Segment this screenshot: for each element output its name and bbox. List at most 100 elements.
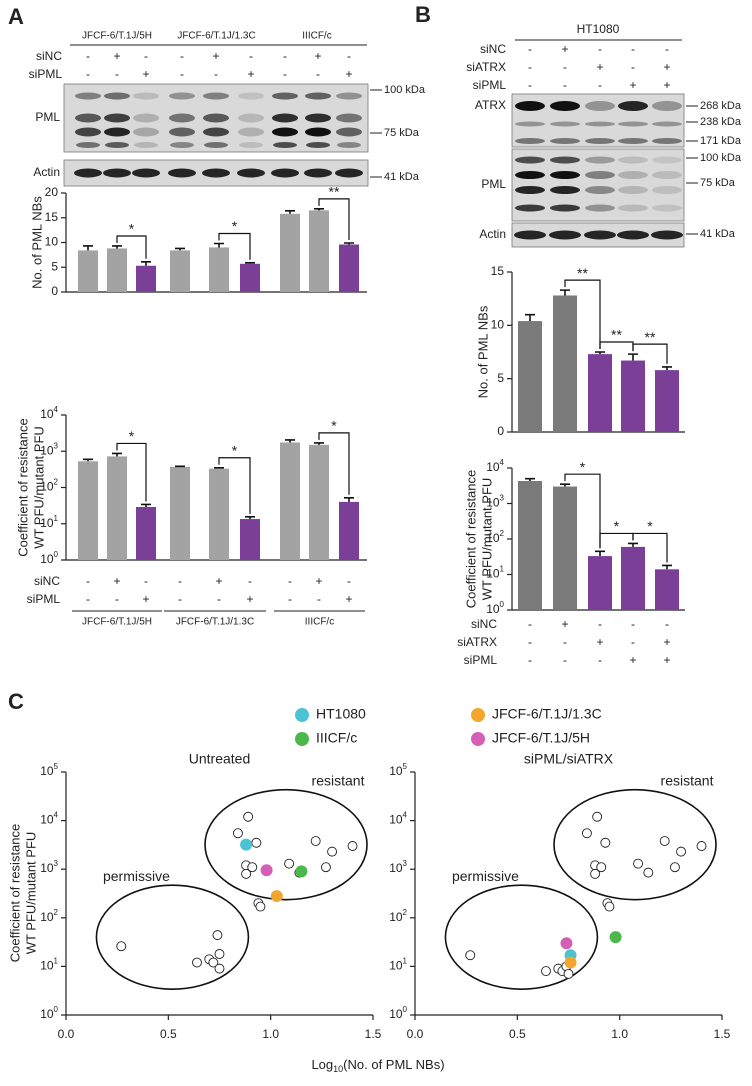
condition-sign: -: [248, 574, 252, 588]
tick-base: 10: [389, 910, 403, 924]
blot-band: [585, 171, 615, 179]
data-point: [633, 858, 644, 869]
tick-exponent: 2: [500, 529, 505, 538]
condition-sign: -: [180, 49, 184, 63]
error-bar: [314, 208, 324, 211]
blot-band: [271, 168, 299, 178]
data-point: [564, 956, 577, 969]
error-bar: [525, 313, 535, 322]
data-point: [310, 836, 321, 846]
condition-sign: -: [528, 653, 532, 667]
data-point: [270, 890, 283, 903]
blot-band: [75, 127, 101, 137]
condition-sign: -: [528, 635, 532, 649]
blot-band: [273, 142, 297, 148]
tick-base: 1.5: [714, 1027, 731, 1041]
tick-label: 103: [40, 859, 58, 875]
y-axis-label: WT PFU/mutant PFU: [23, 832, 38, 955]
blot-band: [515, 171, 545, 179]
condition-sign: -: [528, 60, 532, 74]
band-label: Actin: [479, 227, 506, 241]
blot-band: [335, 168, 363, 178]
tick-exponent: 3: [54, 859, 59, 868]
blot-band: [515, 156, 545, 164]
blot-band: [618, 204, 648, 212]
condition-sign: +: [663, 60, 670, 74]
bar: [518, 481, 542, 610]
tick-label: 102: [486, 529, 504, 545]
tick-label: 104: [40, 811, 58, 827]
condition-sign: -: [631, 42, 635, 56]
x-label-part: Log: [311, 1057, 333, 1072]
blot-band: [336, 113, 362, 123]
error-bar: [285, 210, 295, 214]
bar: [621, 360, 645, 432]
blot-band: [652, 121, 682, 127]
blot-band: [239, 142, 263, 148]
blot-band: [169, 92, 195, 100]
tick-label: 104: [389, 811, 407, 827]
tick-exponent: 1: [54, 957, 59, 966]
data-point: [659, 836, 670, 846]
blot-band: [104, 92, 130, 100]
blot-band: [272, 113, 298, 123]
tick-base: 10: [486, 460, 500, 474]
condition-sign: -: [563, 60, 567, 74]
condition-sign: +: [314, 49, 321, 63]
significance-label: *: [129, 428, 135, 444]
blot-band: [651, 230, 683, 240]
bar: [209, 247, 229, 292]
condition-sign: -: [347, 574, 351, 588]
blot-band: [133, 127, 159, 137]
tick-exponent: 4: [54, 405, 59, 414]
data-point: [212, 930, 223, 941]
error-bar: [112, 452, 122, 457]
error-bar: [628, 542, 638, 547]
marker-label: 75 kDa: [700, 177, 736, 189]
data-point: [590, 868, 601, 879]
condition-sign: +: [561, 42, 568, 56]
marker-label: 75 kDa: [384, 127, 420, 139]
blot-band: [585, 186, 615, 194]
bar: [240, 263, 260, 292]
data-point: [247, 862, 258, 873]
data-point: [560, 937, 573, 950]
tick-label: 5: [51, 259, 58, 273]
error-bar: [344, 496, 354, 502]
significance-bracket: [218, 457, 251, 514]
blot-band: [550, 138, 580, 144]
data-point: [284, 858, 295, 869]
significance-label: **: [329, 184, 340, 200]
significance-bracket: [116, 235, 147, 259]
condition-sign: +: [215, 574, 222, 588]
condition-sign: -: [178, 574, 182, 588]
blot-band: [170, 142, 194, 148]
condition-sign: +: [561, 617, 568, 631]
tick-label: 102: [40, 478, 58, 494]
error-bar: [285, 439, 295, 443]
significance-bracket: [218, 232, 251, 260]
legend-label: JFCF-6/T.1J/1.3C: [492, 706, 602, 722]
tick-base: 10: [40, 480, 54, 494]
bar: [553, 295, 577, 432]
condition-sign: -: [598, 78, 602, 92]
blot-band: [133, 113, 159, 123]
condition-sign: +: [663, 78, 670, 92]
tick-label: 103: [389, 859, 407, 875]
tick-exponent: 1: [500, 565, 505, 574]
tick-base: 1.0: [262, 1027, 279, 1041]
error-bar: [245, 261, 255, 264]
significance-label: **: [577, 265, 588, 281]
blot-band: [133, 92, 159, 100]
condition-sign: -: [528, 78, 532, 92]
condition-sign: -: [528, 42, 532, 56]
condition-sign: -: [288, 592, 292, 606]
tick-base: 10: [389, 764, 403, 778]
tick-label: 5: [497, 371, 504, 385]
tick-exponent: 5: [54, 762, 59, 771]
legend-label: JFCF-6/T.1J/5H: [492, 730, 590, 746]
data-point: [241, 868, 252, 879]
error-bar: [595, 351, 605, 355]
blot-band: [585, 121, 615, 127]
tick-label: 101: [40, 957, 58, 973]
